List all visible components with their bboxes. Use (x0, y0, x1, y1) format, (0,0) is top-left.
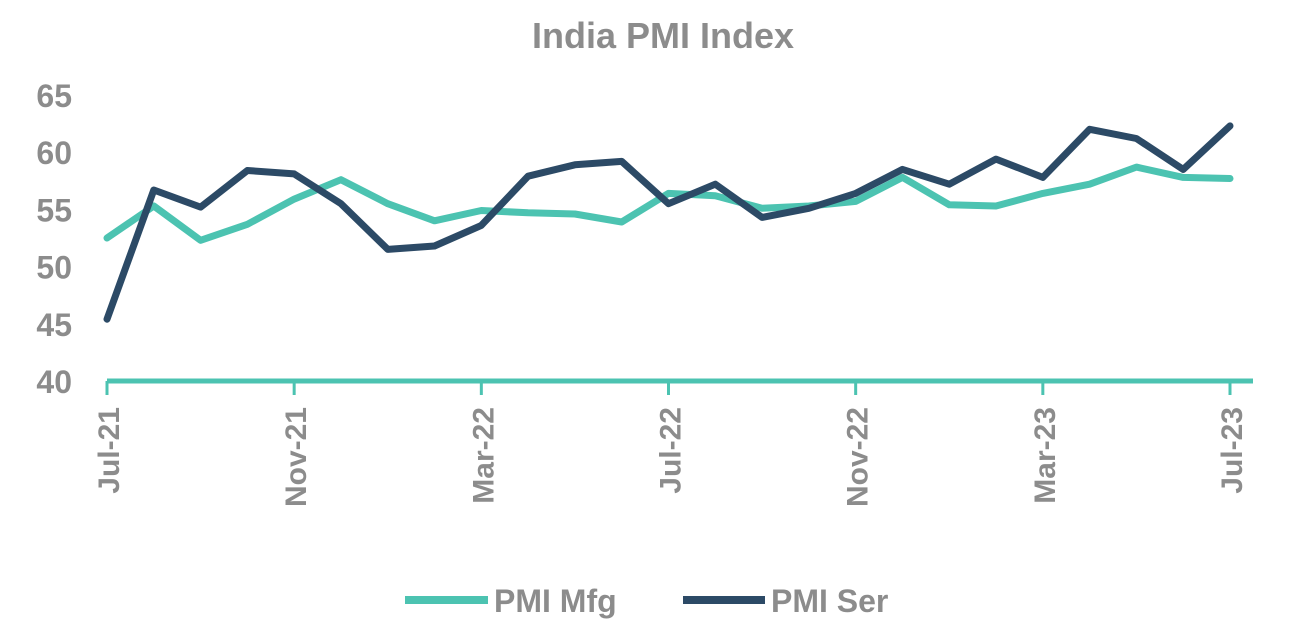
x-tick-label: Nov-21 (280, 407, 313, 507)
x-axis-tick-labels: Jul-21 Nov-21 Mar-22 Jul-22 Nov-22 Mar-23 Jul-… (93, 407, 1249, 507)
x-tick-label: Jul-23 (1216, 407, 1249, 494)
x-axis-tick-marks (105, 381, 1232, 395)
y-tick-label: 60 (36, 135, 72, 171)
y-tick-label: 65 (36, 78, 72, 114)
x-tick-label: Nov-22 (842, 407, 875, 507)
x-tick-label: Jul-21 (93, 407, 126, 494)
y-tick-label: 50 (36, 250, 72, 286)
legend: PMI Mfg PMI Ser (405, 583, 888, 619)
y-axis-tick-labels: 40 45 50 55 60 65 (36, 78, 72, 400)
y-tick-label: 45 (36, 307, 72, 343)
y-tick-label: 40 (36, 364, 72, 400)
chart-title: India PMI Index (532, 15, 794, 56)
legend-label: PMI Ser (771, 583, 888, 619)
x-tick-label: Jul-22 (655, 407, 688, 494)
legend-label: PMI Mfg (494, 583, 617, 619)
series-line-pmi-ser (103, 122, 1234, 323)
x-tick-label: Mar-23 (1029, 407, 1062, 504)
y-tick-label: 55 (36, 192, 72, 228)
plot-lines (103, 122, 1234, 323)
x-tick-label: Mar-22 (467, 407, 500, 504)
series-line-pmi-mfg (103, 163, 1234, 244)
